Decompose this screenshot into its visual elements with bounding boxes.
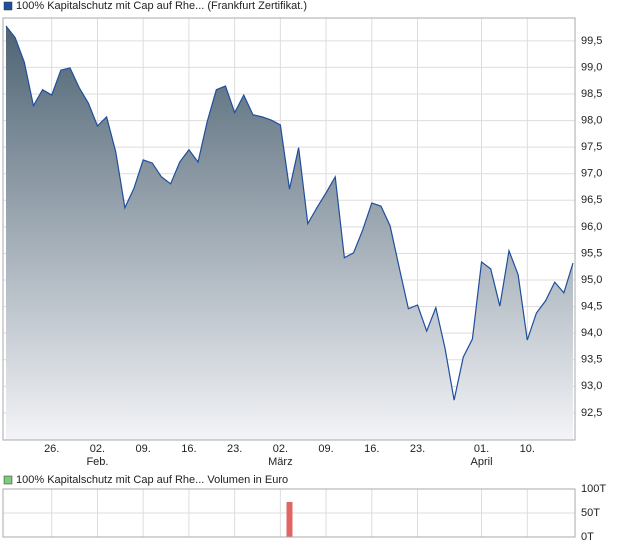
x-tick-label: 16.	[181, 443, 196, 455]
y-tick-label: 94,5	[581, 301, 602, 313]
plot-border	[2, 488, 576, 538]
y-tick-label: 100T	[581, 483, 606, 495]
x-tick-label: 01.	[474, 443, 489, 455]
y-tick-label: 97,5	[581, 141, 602, 153]
x-tick-label: 23.	[410, 443, 425, 455]
area	[6, 25, 573, 441]
y-tick-label: 98,0	[581, 114, 602, 126]
legend-label: 100% Kapitalschutz mit Cap auf Rhe... Vo…	[16, 474, 288, 486]
x-tick-label: 10.	[520, 443, 535, 455]
line	[5, 25, 574, 401]
legend-swatch	[3, 475, 13, 485]
y-tick-label: 50T	[581, 507, 600, 519]
legend-swatch	[3, 1, 13, 11]
bar	[286, 501, 293, 537]
x-tick-label: 16.	[364, 443, 379, 455]
x-tick-label: 23.	[227, 443, 242, 455]
x-tick-label: 09.	[136, 443, 151, 455]
y-tick-label: 98,5	[581, 88, 602, 100]
x-month-label: April	[471, 456, 493, 468]
y-tick-label: 95,5	[581, 247, 602, 259]
x-tick-label: 09.	[318, 443, 333, 455]
x-tick-label: 26.	[44, 443, 59, 455]
y-tick-label: 96,0	[581, 221, 602, 233]
y-tick-label: 93,5	[581, 354, 602, 366]
y-tick-label: 97,0	[581, 168, 602, 180]
plot-border	[2, 17, 576, 441]
x-tick-label: 02.	[90, 443, 105, 455]
y-tick-label: 93,0	[581, 380, 602, 392]
legend-label: 100% Kapitalschutz mit Cap auf Rhe... (F…	[16, 0, 307, 12]
x-month-label: März	[268, 456, 292, 468]
x-month-label: Feb.	[86, 456, 108, 468]
y-tick-label: 99,5	[581, 35, 602, 47]
y-tick-label: 92,5	[581, 407, 602, 419]
y-tick-label: 94,0	[581, 327, 602, 339]
y-tick-label: 0T	[581, 531, 594, 543]
y-tick-label: 96,5	[581, 194, 602, 206]
y-tick-label: 99,0	[581, 61, 602, 73]
x-tick-label: 02.	[273, 443, 288, 455]
y-tick-label: 95,0	[581, 274, 602, 286]
